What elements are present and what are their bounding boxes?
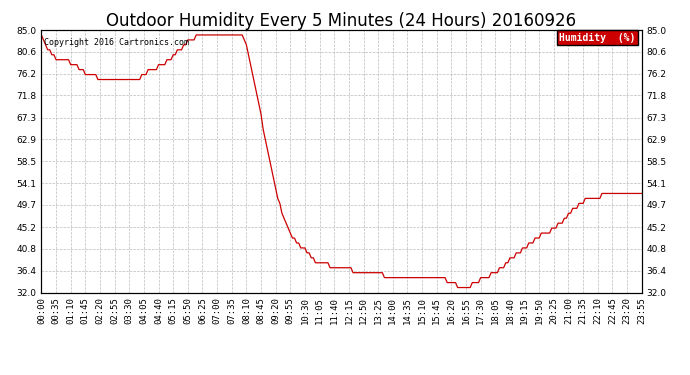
- Title: Outdoor Humidity Every 5 Minutes (24 Hours) 20160926: Outdoor Humidity Every 5 Minutes (24 Hou…: [106, 12, 577, 30]
- Text: Humidity  (%): Humidity (%): [560, 33, 635, 43]
- Text: Copyright 2016 Cartronics.com: Copyright 2016 Cartronics.com: [44, 38, 189, 47]
